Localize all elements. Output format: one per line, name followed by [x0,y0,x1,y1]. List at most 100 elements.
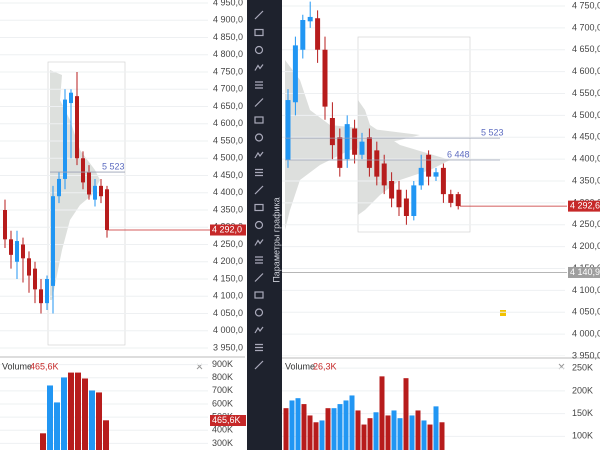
tool-icon [255,81,263,89]
volume-bar [337,404,343,450]
volume-bar [439,422,445,450]
candle-body [315,18,321,50]
tool-icon [254,308,264,317]
tool-icon [254,203,264,212]
y-tick-label: 4 850,0 [213,32,243,42]
volume-bar [361,424,367,450]
volume-bar [325,408,331,450]
volume-bar [367,418,373,450]
candle-body [105,189,109,231]
y-tick-label: 200K [572,385,593,395]
candle-body [418,167,424,186]
tool-icon [254,220,264,230]
volume-tag-label: 465,6K [212,415,241,425]
y-tick-label: 300K [212,438,233,448]
tool-icon [254,239,264,246]
candle-body [63,99,67,179]
tool-icon [254,28,264,37]
tool-icon [254,133,264,142]
y-tick-label: 4 000,0 [572,329,600,339]
volume-bar [319,420,325,450]
y-tick-label: 4 050,0 [572,307,600,317]
candle-body [45,279,49,304]
volume-bar [82,378,88,450]
volume-bar [103,420,109,450]
candle-body [440,167,446,195]
candle-body [374,150,380,177]
candle-body [329,118,335,146]
candle-body [307,16,313,22]
y-tick-label: 700K [212,385,233,395]
y-tick-label: 4 450,0 [213,170,243,180]
toolbar-label: Параметры графика [271,197,281,282]
price-axis: 4 950,0 4 900,0 4 850,0 4 800,0 4 750,0 4 700… [210,0,246,352]
y-tick-label: 4 800,0 [213,49,243,59]
y-tick-label: 800K [212,372,233,382]
y-tick-label: 4 700,0 [213,84,243,94]
volume-bar [301,404,307,450]
volume-bar [47,385,53,450]
candle-body [99,185,103,197]
price-tag [568,266,600,278]
volume-bar [415,410,421,450]
volume-value: 26,3K [313,361,337,371]
tool-icon [254,326,264,334]
y-tick-label: 4 100,0 [213,291,243,301]
price-axis: 900K800K700K600K500K400K300K465,6K [210,359,246,448]
chart-pane: 5 523 [0,2,210,349]
price-tag-label: 4 292,0 [212,224,242,234]
candle-body [381,163,387,186]
candle-body [396,189,402,208]
candle-body [9,239,13,255]
candle-body [292,45,298,103]
volume-bar [68,372,74,450]
candle-body [285,100,291,160]
y-tick-label: 900K [212,359,233,369]
y-tick-label: 4 200,0 [213,256,243,266]
candle-body [352,128,358,155]
candle-body [448,194,454,203]
tool-icon [255,256,263,264]
candle-body [15,241,19,262]
candle-body [57,178,61,197]
volume-bar [307,415,313,450]
candle-body [27,258,31,276]
price-axis: 250K 200K 150K 100K [572,363,593,441]
volume-title: Volume [2,361,32,371]
candle-body [322,49,328,107]
tool-icon [255,343,263,352]
candle-body [93,185,97,200]
price-tag-label: 4 140,9 [570,267,600,277]
y-tick-label: 100K [572,431,593,441]
y-tick-label: 400K [212,425,233,435]
level-label: 5 523 [102,161,125,171]
candle-body [433,172,439,177]
volume-bar [313,422,319,450]
candle-body [403,198,409,216]
y-tick-label: 150K [572,408,593,418]
candle-body [344,124,350,160]
y-tick-label: 4 600,0 [213,118,243,128]
y-tick-label: 250K [572,363,593,373]
tool-icon [255,168,263,177]
price-axis: 4 750,0 4 700,0 4 650,0 4 600,0 4 550,0 4 500… [568,0,600,360]
volume-bar [61,377,67,450]
y-tick-label: 4 000,0 [213,325,243,335]
chart-pane [0,364,208,450]
candle-body [426,154,432,177]
volume-title: Volume [285,361,315,371]
tool-icon [254,45,264,55]
volume-bar [40,433,46,450]
y-tick-label: 4 700,0 [572,22,600,32]
y-tick-label: 4 250,0 [572,219,600,229]
candle-body [366,137,372,168]
tool-icon [254,64,264,71]
volume-bar [421,420,427,450]
y-tick-label: 4 050,0 [213,308,243,318]
chart-pane: 5 523 6 448 [282,1,567,356]
volume-bar [343,400,349,450]
volume-bar [373,412,379,450]
candle-body [3,210,7,240]
candle-body [389,181,395,199]
tool-icon [254,273,264,282]
